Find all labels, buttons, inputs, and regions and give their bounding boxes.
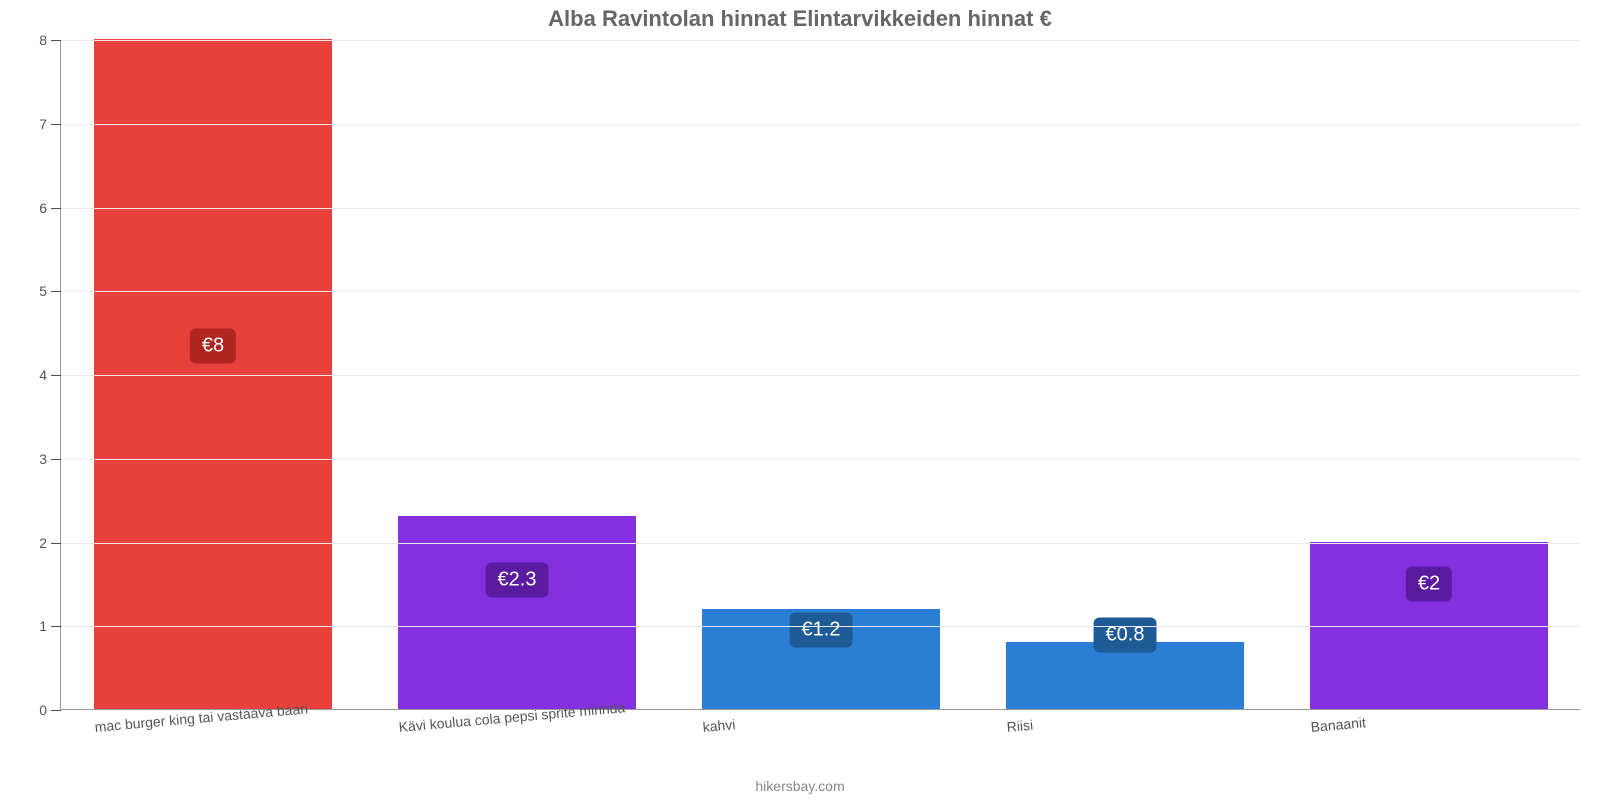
bar	[398, 516, 635, 709]
y-tick-label: 3	[39, 451, 47, 467]
y-tick-label: 0	[39, 702, 47, 718]
bar	[94, 39, 331, 709]
y-tick	[51, 710, 61, 711]
y-tick	[51, 543, 61, 544]
y-tick	[51, 459, 61, 460]
y-tick-label: 4	[39, 367, 47, 383]
bars-layer: €8 €2.3 €1.2 €0.8 €2	[61, 40, 1580, 709]
y-tick-label: 7	[39, 116, 47, 132]
y-tick-label: 8	[39, 32, 47, 48]
bar-value-label: €2.3	[486, 563, 549, 598]
chart-title: Alba Ravintolan hinnat Elintarvikkeiden …	[0, 6, 1600, 32]
y-tick	[51, 208, 61, 209]
y-tick	[51, 626, 61, 627]
x-category-label: kahvi	[702, 716, 736, 735]
price-chart: Alba Ravintolan hinnat Elintarvikkeiden …	[0, 0, 1600, 800]
plot-area: €8€2.3€1.2€0.8€2 012345678mac burger kin…	[60, 40, 1580, 710]
y-tick	[51, 375, 61, 376]
bar-value-label: €0.8	[1094, 617, 1157, 652]
y-tick-label: 5	[39, 283, 47, 299]
y-tick-label: 6	[39, 200, 47, 216]
y-tick-label: 1	[39, 618, 47, 634]
bar-value-label: €1.2	[790, 613, 853, 648]
x-category-label: Banaanit	[1310, 714, 1366, 735]
y-tick	[51, 40, 61, 41]
bar-value-label: €8	[190, 328, 236, 363]
bar-value-label: €2	[1406, 567, 1452, 602]
x-category-label: Riisi	[1006, 717, 1034, 735]
y-tick-label: 2	[39, 535, 47, 551]
chart-credit: hikersbay.com	[0, 778, 1600, 794]
y-tick	[51, 291, 61, 292]
y-tick	[51, 124, 61, 125]
